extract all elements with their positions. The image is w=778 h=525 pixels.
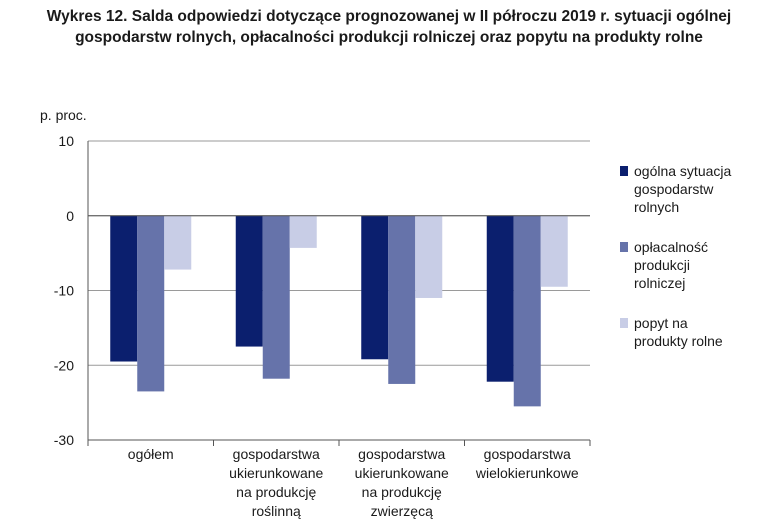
x-category-label: na produkcję	[362, 484, 442, 500]
legend-label: opłacalność	[634, 239, 708, 255]
legend-item: popyt na produkty rolne	[620, 314, 778, 350]
x-category-label: na produkcję	[236, 484, 316, 500]
bar	[415, 215, 443, 298]
bar	[486, 215, 514, 382]
legend-label: produkty rolne	[634, 333, 723, 349]
legend-item: ogólna sytuacja gospodarstw rolnych	[620, 162, 778, 216]
bar	[513, 215, 541, 407]
legend-swatch	[620, 318, 628, 328]
legend-swatch	[620, 242, 628, 252]
legend-label: gospodarstw	[634, 181, 714, 197]
bar	[289, 215, 317, 248]
x-category-label: ukierunkowane	[229, 465, 323, 481]
bar	[137, 215, 165, 392]
bar	[164, 215, 192, 270]
x-category-label: ukierunkowane	[355, 465, 449, 481]
bar	[388, 215, 416, 384]
legend-label: popyt na	[634, 315, 688, 331]
x-category-label: gospodarstwa	[358, 446, 445, 462]
legend-label: produkcji	[634, 257, 691, 273]
y-tick-label: -10	[54, 283, 74, 299]
x-category-label: gospodarstwa	[233, 446, 320, 462]
x-category-label: gospodarstwa	[484, 446, 571, 462]
x-category-label: roślinną	[252, 503, 301, 519]
chart-title: Wykres 12. Salda odpowiedzi dotyczące pr…	[46, 8, 732, 46]
x-category-label: zwierzęcą	[371, 503, 433, 519]
legend-label: rolniczej	[634, 275, 686, 291]
bar	[540, 215, 568, 287]
bar	[235, 215, 263, 347]
legend-label: rolnych	[634, 199, 680, 215]
bar	[262, 215, 290, 379]
legend-label: ogólna sytuacja	[634, 163, 732, 179]
y-tick-label: 10	[58, 133, 74, 149]
legend-item: opłacalność produkcji rolniczej	[620, 238, 778, 292]
x-category-label: wielokierunkowe	[475, 465, 579, 481]
bar	[110, 215, 138, 362]
x-category-label: ogółem	[128, 446, 174, 462]
legend-swatch	[620, 166, 628, 176]
chart-legend: ogólna sytuacja gospodarstw rolnych opłacal…	[620, 162, 778, 372]
y-tick-label: -20	[54, 357, 74, 373]
y-axis-label: p. proc.	[40, 107, 87, 123]
bar	[361, 215, 389, 360]
y-tick-label: 0	[66, 208, 74, 224]
y-tick-label: -30	[54, 432, 74, 448]
